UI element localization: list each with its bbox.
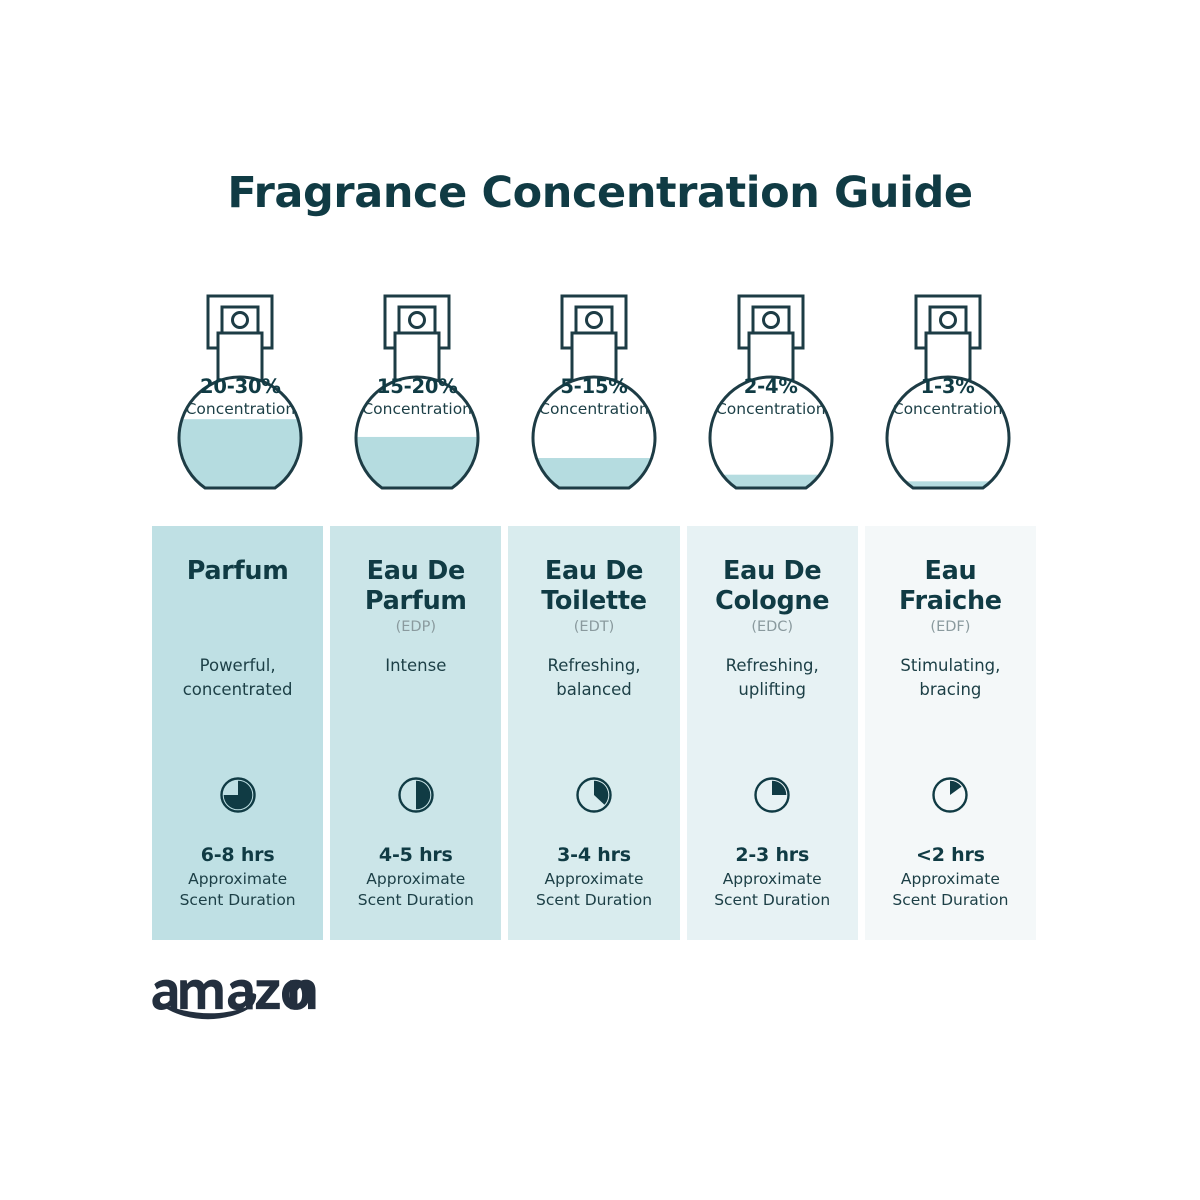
bottles-row: 20-30% Concentration 15-20% Concentration 5-… (152, 290, 1036, 510)
duration-caption-line1: Approximate (366, 869, 466, 888)
bottle-graphic (177, 294, 303, 490)
duration-value: 6-8 hrs (200, 844, 275, 866)
bottle-neck (924, 331, 972, 383)
duration-caption-line1: Approximate (900, 869, 1000, 888)
fragrance-description: Refreshing, uplifting (687, 654, 858, 703)
bottle-nozzle-icon (584, 311, 603, 329)
bottle-nozzle-icon (761, 311, 780, 329)
fragrance-description-line1: Intense (385, 656, 447, 675)
fragrance-description-line2: uplifting (738, 680, 807, 700)
duration-pie-icon (398, 777, 434, 813)
duration-pie-icon (754, 777, 790, 813)
duration-pie-icon (932, 777, 969, 813)
duration-pie-wedge (594, 780, 609, 805)
fragrance-abbreviation: (EDT) (573, 619, 615, 636)
duration-value: <2 hrs (916, 844, 985, 866)
bottle-body-outline (531, 375, 657, 490)
fragrance-description-line1: Powerful, (199, 656, 276, 675)
fragrance-name: Eau De Toilette (541, 556, 647, 617)
fragrance-name: Eau De Cologne (715, 556, 830, 617)
fragrance-description-line2: concentrated (182, 680, 293, 700)
fragrance-description: Powerful, concentrated (152, 654, 323, 703)
fragrance-description-line2: balanced (556, 680, 632, 700)
duration-pie-wedge (223, 780, 252, 810)
bottle-graphic (885, 294, 1011, 490)
bottle-neck (747, 331, 795, 383)
duration-pie-icon (219, 777, 256, 813)
duration-caption-line1: Approximate (722, 869, 822, 888)
duration-pie-wedge (950, 780, 962, 795)
fragrance-card-4[interactable]: Eau De Cologne (EDC) Refreshing, uplifting 2… (686, 526, 858, 940)
bottle-body-outline (177, 375, 303, 490)
duration-pie-wedge (415, 780, 431, 810)
fragrance-abbreviation: (EDP) (395, 619, 436, 636)
fragrance-name: Parfum (186, 556, 289, 586)
duration-block: 6-8 hrs Approximate Scent Duration (152, 844, 323, 911)
duration-caption-line2: Scent Duration (179, 890, 296, 909)
duration-block: 2-3 hrs Approximate Scent Duration (687, 844, 858, 911)
bottle-liquid-level (886, 481, 1009, 488)
bottle-body-fill (886, 377, 1009, 488)
fragrance-description: Stimulating, bracing (865, 654, 1036, 703)
bottle-neck (393, 331, 441, 383)
duration-caption-line2: Scent Duration (714, 890, 831, 909)
bottle-nozzle-icon (938, 311, 957, 329)
duration-pie-wedge (772, 780, 787, 795)
bottle-3: 5-15% Concentration (506, 290, 683, 510)
fragrance-card-5[interactable]: Eau Fraiche (EDF) Stimulating, bracing <2 hr… (864, 526, 1037, 940)
duration-value: 4-5 hrs (378, 844, 453, 866)
fragrance-description-line1: Stimulating, (900, 656, 1001, 675)
fragrance-description-line2: bracing (919, 680, 982, 700)
fragrance-description: Refreshing, balanced (508, 654, 679, 703)
fragrance-description-line1: Refreshing, (547, 656, 641, 675)
duration-caption-line2: Scent Duration (357, 890, 474, 909)
duration-block: 4-5 hrs Approximate Scent Duration (330, 844, 501, 911)
bottle-liquid-level (709, 474, 832, 488)
bottle-graphic (531, 294, 657, 490)
duration-caption-line1: Approximate (188, 869, 288, 888)
bottle-body-outline (885, 375, 1011, 490)
bottle-nozzle-icon (408, 311, 427, 329)
fragrance-name: Eau De Parfum (364, 556, 467, 617)
bottle-graphic (354, 294, 480, 490)
bottle-liquid-level (179, 419, 302, 488)
fragrance-card-1[interactable]: Parfum Powerful, concentrated 6-8 hrs Approx… (152, 526, 324, 940)
fragrance-abbreviation: (EDF) (930, 619, 971, 636)
duration-block: 3-4 hrs Approximate Scent Duration (508, 844, 679, 911)
duration-caption-line1: Approximate (544, 869, 644, 888)
bottle-body-outline (708, 375, 834, 490)
bottle-4: 2-4% Concentration (682, 290, 859, 510)
fragrance-description-line1: Refreshing, (725, 656, 819, 675)
bottle-liquid-level (356, 436, 479, 488)
duration-block: <2 hrs Approximate Scent Duration (865, 844, 1036, 911)
bottle-1: 20-30% Concentration (152, 290, 329, 510)
bottle-neck (216, 331, 264, 383)
amazon-logo-icon (150, 963, 320, 1025)
duration-pie-icon (576, 777, 612, 813)
fragrance-description: Intense (330, 654, 501, 678)
bottle-neck (570, 331, 618, 383)
fragrance-abbreviation: (EDC) (751, 619, 794, 636)
fragrance-name: Eau Fraiche (899, 556, 1002, 617)
bottle-5: 1-3% Concentration (859, 290, 1036, 510)
duration-value: 2-3 hrs (735, 844, 810, 866)
bottle-2: 15-20% Concentration (329, 290, 506, 510)
duration-value: 3-4 hrs (557, 844, 631, 866)
duration-caption-line2: Scent Duration (892, 890, 1009, 909)
fragrance-card-3[interactable]: Eau De Toilette (EDT) Refreshing, balanced 3… (508, 526, 680, 940)
page-title: Fragrance Concentration Guide (227, 168, 973, 218)
fragrance-cards-row: Parfum Powerful, concentrated 6-8 hrs Approx… (152, 526, 1037, 940)
bottle-body-outline (354, 375, 480, 490)
bottle-body-fill (709, 377, 832, 488)
bottle-graphic (708, 294, 834, 490)
bottle-nozzle-icon (231, 311, 250, 329)
fragrance-card-2[interactable]: Eau De Parfum (EDP) Intense 4-5 hrs Approxim… (330, 526, 502, 940)
duration-caption-line2: Scent Duration (535, 890, 653, 909)
